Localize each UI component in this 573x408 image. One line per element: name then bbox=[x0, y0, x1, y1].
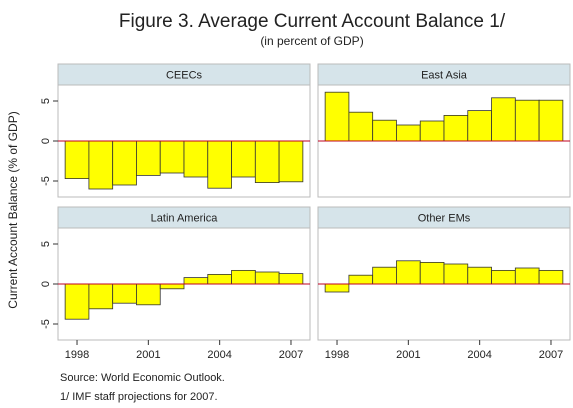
bar bbox=[254, 271, 280, 285]
y-tick-label: 0 bbox=[40, 138, 52, 144]
y-axis-label: Current Account Balance (% of GDP) bbox=[6, 111, 20, 308]
y-tick-label: 5 bbox=[40, 98, 52, 104]
y-tick-label: 5 bbox=[40, 241, 52, 247]
bar bbox=[538, 99, 564, 142]
panel-title: Other EMs bbox=[418, 212, 471, 224]
y-tick-label: 0 bbox=[40, 281, 52, 287]
bar bbox=[348, 111, 374, 142]
bar bbox=[278, 273, 304, 285]
note: 1/ IMF staff projections for 2007. bbox=[60, 391, 218, 403]
bar bbox=[112, 140, 137, 186]
bar bbox=[538, 269, 564, 285]
bar bbox=[183, 140, 209, 178]
bar bbox=[467, 110, 492, 142]
bar bbox=[324, 283, 350, 293]
x-tick-label: 2004 bbox=[207, 349, 231, 361]
x-tick-label: 2001 bbox=[396, 349, 420, 361]
x-tick-label: 1998 bbox=[65, 349, 89, 361]
panel-title: CEECs bbox=[166, 69, 203, 81]
bar bbox=[136, 140, 161, 176]
bar bbox=[491, 269, 516, 285]
bar bbox=[207, 140, 232, 189]
bar bbox=[159, 283, 185, 290]
x-tick-label: 1998 bbox=[325, 349, 349, 361]
panel-title: Latin America bbox=[151, 212, 219, 224]
bar bbox=[64, 283, 90, 320]
bar bbox=[159, 140, 185, 174]
bar bbox=[372, 266, 397, 285]
bar bbox=[396, 124, 421, 142]
bar bbox=[207, 273, 232, 285]
bar bbox=[372, 119, 397, 142]
bar bbox=[514, 99, 540, 142]
bar bbox=[419, 120, 445, 142]
bar bbox=[88, 140, 114, 190]
bar bbox=[419, 261, 445, 285]
bar bbox=[278, 140, 304, 183]
bar bbox=[112, 283, 137, 304]
x-tick-label: 2001 bbox=[136, 349, 160, 361]
bar bbox=[64, 140, 90, 179]
panel-title: East Asia bbox=[421, 69, 468, 81]
bar bbox=[254, 140, 280, 183]
bar bbox=[88, 283, 114, 310]
bar bbox=[231, 140, 256, 178]
bar bbox=[467, 266, 492, 285]
bar bbox=[443, 115, 469, 142]
x-tick-label: 2007 bbox=[279, 349, 303, 361]
y-tick-label: -5 bbox=[40, 176, 52, 186]
y-tick-label: -5 bbox=[40, 319, 52, 329]
bar bbox=[324, 91, 350, 142]
bar bbox=[231, 269, 256, 285]
bar bbox=[443, 263, 469, 285]
chart-subtitle: (in percent of GDP) bbox=[260, 34, 363, 48]
x-tick-label: 2004 bbox=[467, 349, 491, 361]
bar bbox=[491, 97, 516, 142]
chart-title: Figure 3. Average Current Account Balanc… bbox=[119, 11, 506, 32]
bar bbox=[348, 274, 374, 285]
x-tick-label: 2007 bbox=[539, 349, 563, 361]
bar bbox=[183, 277, 209, 285]
note: Source: World Economic Outlook. bbox=[60, 372, 225, 384]
bar bbox=[136, 283, 161, 306]
bar bbox=[396, 260, 421, 285]
bar bbox=[514, 267, 540, 285]
